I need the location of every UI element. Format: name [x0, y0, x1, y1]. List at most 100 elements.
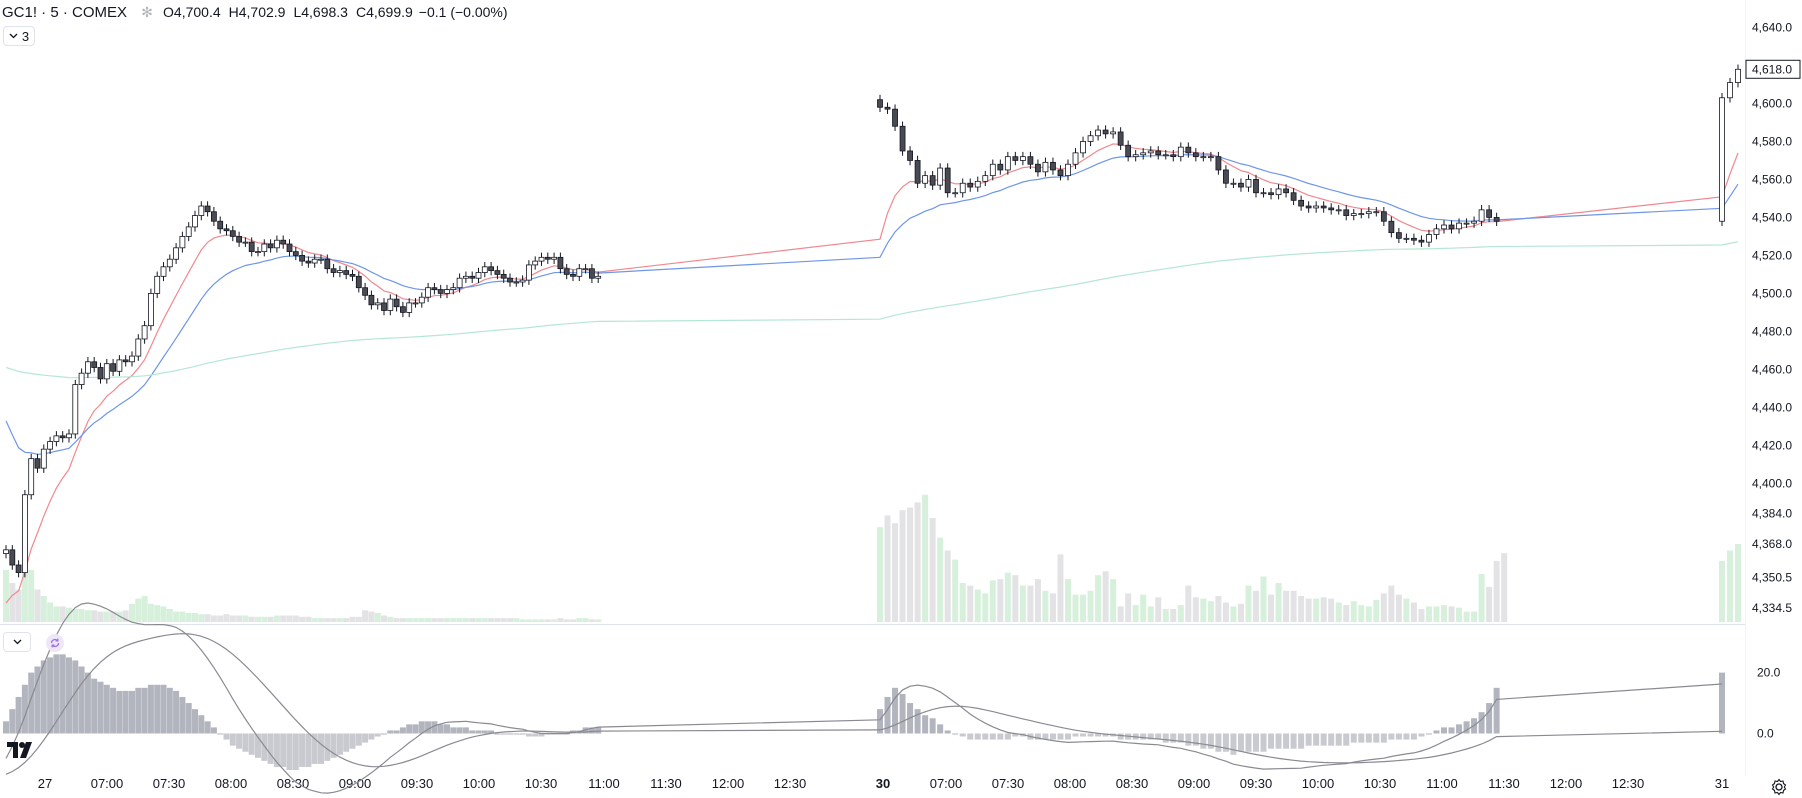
candle: [944, 167, 951, 194]
candle: [1072, 152, 1079, 165]
candle: [1155, 150, 1162, 156]
macd-histogram-bar: [877, 709, 883, 734]
volume-bar: [47, 602, 54, 622]
macd-histogram-bar: [1004, 733, 1011, 740]
candle: [1478, 209, 1485, 222]
macd-histogram-bar: [135, 687, 142, 734]
volume-bar: [53, 606, 60, 622]
macd-histogram-bar: [173, 690, 180, 734]
macd-histogram-bar: [1170, 733, 1177, 743]
volume-bar: [412, 618, 419, 622]
macd-histogram-bar: [223, 733, 230, 740]
volume-bar: [34, 589, 41, 622]
macd-histogram-bar: [532, 733, 539, 737]
candle: [1223, 169, 1229, 184]
macd-histogram-bar: [292, 733, 299, 770]
macd-histogram-bar: [425, 721, 432, 734]
volume-bar: [922, 494, 929, 622]
candle: [97, 367, 104, 380]
candle: [166, 258, 173, 268]
volume-bar: [1373, 599, 1380, 622]
macd-histogram-bar: [122, 690, 129, 734]
macd-histogram-bar: [1207, 733, 1214, 749]
macd-histogram-bar: [959, 733, 966, 737]
macd-histogram-bar: [1034, 733, 1041, 740]
candle: [381, 302, 387, 311]
volume-bar: [1177, 605, 1184, 622]
settings-gear-icon[interactable]: [1770, 778, 1788, 796]
volume-bar: [494, 618, 501, 622]
candle: [1080, 141, 1086, 154]
price-axis-label: 4,400.0: [1752, 476, 1792, 490]
candle: [72, 384, 79, 435]
volume-bar: [135, 598, 142, 622]
candle: [1335, 209, 1342, 212]
candle: [418, 296, 425, 304]
macd-histogram-bar: [1373, 733, 1380, 743]
indicators-collapse-button[interactable]: 3: [3, 26, 35, 46]
refresh-icon[interactable]: [46, 634, 64, 652]
candle: [899, 125, 906, 152]
macd-histogram-bar: [355, 733, 362, 746]
volume-bar: [1395, 594, 1402, 622]
candle: [1735, 68, 1741, 83]
volume-bar: [9, 583, 16, 622]
volume-bar: [1298, 596, 1305, 622]
candle: [66, 433, 72, 439]
macd-histogram-bar: [1072, 733, 1079, 737]
volume-bar: [1433, 606, 1440, 622]
candle: [914, 160, 921, 184]
macd-histogram-bar: [1117, 733, 1124, 740]
candle: [204, 205, 211, 213]
price-axis-label: 4,560.0: [1752, 172, 1792, 186]
price-axis-label: 4,460.0: [1752, 362, 1792, 376]
macd-histogram-bar: [1057, 733, 1064, 740]
volume-bar: [959, 583, 966, 622]
macd-histogram-bar: [273, 733, 280, 767]
candle: [318, 258, 324, 261]
candle: [884, 106, 891, 110]
volume-bar: [154, 605, 161, 622]
volume-bar: [1350, 601, 1357, 622]
macd-histogram-bar: [72, 660, 79, 734]
candle: [15, 564, 22, 574]
macd-collapse-button[interactable]: [3, 632, 31, 652]
volume-bar: [1260, 576, 1267, 622]
close-value: C4,699.9: [355, 4, 413, 20]
symbol-title[interactable]: GC1! · 5 · COMEX: [2, 3, 128, 21]
volume-bar: [330, 618, 337, 622]
candle: [3, 549, 9, 555]
volume-bar: [129, 603, 135, 622]
macd-histogram-bar: [538, 733, 545, 737]
candle: [267, 243, 274, 249]
candle: [1095, 129, 1101, 137]
volume-bar: [185, 612, 192, 622]
macd-histogram-bar: [1230, 733, 1237, 755]
macd-histogram-bar: [1493, 687, 1500, 734]
price-axis-label: 4,540.0: [1752, 210, 1792, 224]
volume-bar: [892, 523, 899, 622]
macd-histogram-bar: [456, 727, 463, 734]
macd-histogram-bar: [1486, 703, 1493, 734]
candle: [1087, 135, 1094, 142]
macd-histogram-bar: [989, 733, 996, 740]
candle: [526, 264, 532, 281]
macd-histogram-bar: [192, 709, 198, 734]
tradingview-logo-icon[interactable]: [6, 740, 38, 760]
macd-histogram-bar: [1268, 733, 1275, 749]
time-axis-label: 27: [38, 776, 52, 791]
market-status-icon[interactable]: ✻: [141, 3, 153, 20]
candle: [1313, 205, 1320, 209]
candle: [1343, 209, 1350, 216]
candle: [255, 251, 261, 254]
macd-histogram-bar: [84, 672, 91, 734]
macd-histogram-bar: [1343, 733, 1350, 746]
volume-bar: [255, 616, 261, 622]
volume-bar: [40, 596, 47, 622]
candle: [1177, 146, 1184, 158]
candle: [387, 298, 394, 311]
candle: [223, 228, 230, 232]
chart-legend-header: GC1! · 5 · COMEX ✻ O4,700.4 H4,702.9 L4,…: [0, 0, 508, 24]
time-axis-label: 07:30: [992, 776, 1025, 791]
